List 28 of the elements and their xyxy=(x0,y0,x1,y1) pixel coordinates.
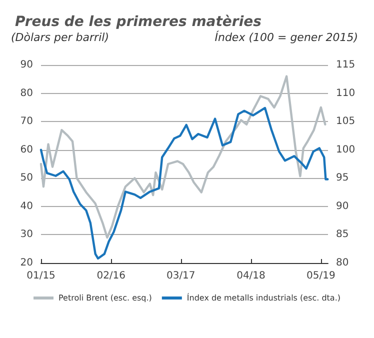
y-tick-label: 70 xyxy=(20,116,33,128)
y-axis-title: (Dòlars per barril) xyxy=(11,31,109,44)
y-tick-label: 20 xyxy=(20,258,33,268)
chart-title: Preus de les primeres matèries xyxy=(15,14,262,30)
y-tick-label: 30 xyxy=(20,229,33,240)
y2-axis-title: Índex (100 = gener 2015) xyxy=(214,30,358,44)
x-tick-label: 03/17 xyxy=(166,270,196,282)
y2-tick-label: 85 xyxy=(336,229,349,240)
y2-tick-label: 115 xyxy=(336,60,356,70)
x-tick-label: 02/16 xyxy=(96,270,126,282)
legend-label: Índex de metalls industrials (esc. dta.) xyxy=(186,292,340,302)
line-series xyxy=(40,75,326,239)
y-tick-label: 60 xyxy=(20,144,33,156)
y-tick-label: 90 xyxy=(20,60,33,70)
y-tick-label: 50 xyxy=(20,172,33,184)
y2-tick-label: 80 xyxy=(336,258,349,268)
x-tick-label: 04/18 xyxy=(236,270,266,282)
y2-tick-label: 105 xyxy=(336,116,356,128)
line-series xyxy=(40,106,329,260)
legend-label: Petroli Brent (esc. esq.) xyxy=(58,294,152,302)
y2-tick-label: 95 xyxy=(336,172,349,184)
y2-tick-label: 100 xyxy=(336,144,356,156)
x-tick-label: 01/15 xyxy=(26,270,56,282)
x-tick-label: 05/19 xyxy=(306,270,336,282)
y2-tick-label: 90 xyxy=(336,200,349,212)
y-tick-label: 80 xyxy=(20,88,33,99)
y2-tick-label: 110 xyxy=(336,88,356,99)
y-tick-label: 40 xyxy=(20,200,33,212)
